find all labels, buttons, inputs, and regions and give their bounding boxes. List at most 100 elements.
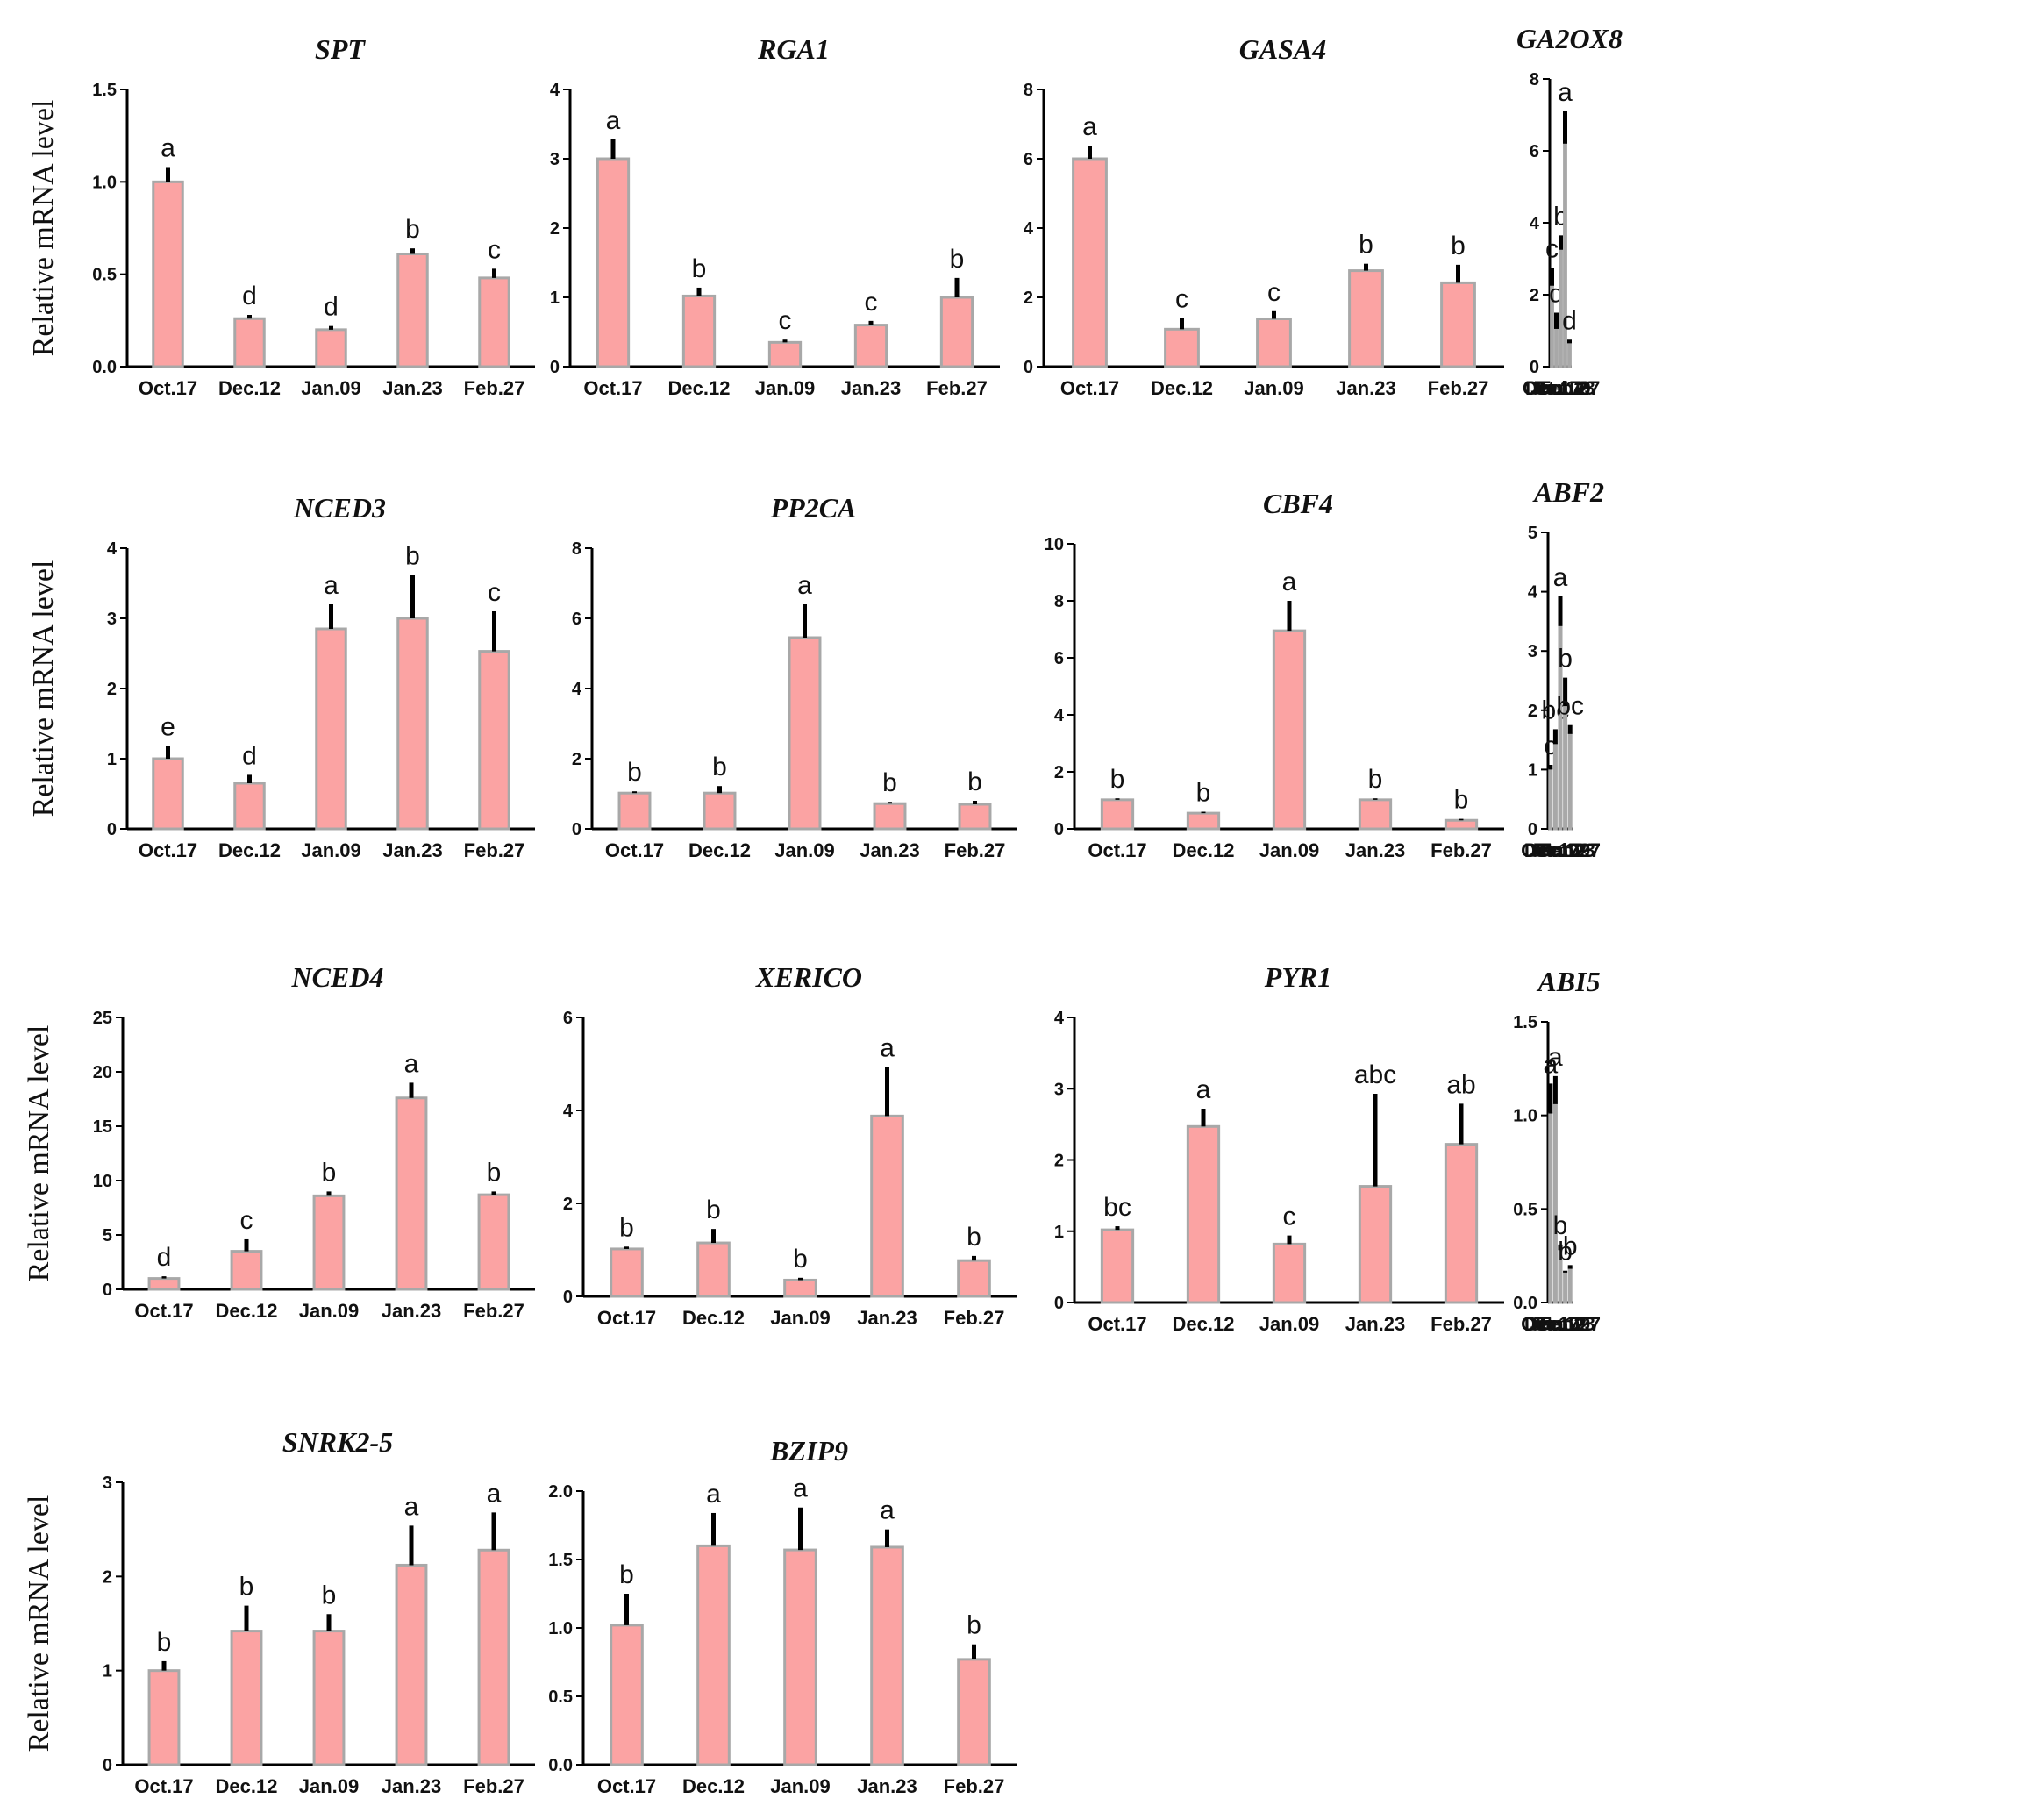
y-tick-label: 1: [1054, 1223, 1064, 1242]
bar-jan-09: [315, 328, 347, 368]
y-tick-label: 1.5: [548, 1551, 573, 1570]
x-tick-label: Jan.23: [1535, 1313, 1595, 1335]
y-tick-label: 4: [550, 81, 560, 100]
y-tick-label: 2.0: [548, 1482, 573, 1502]
bar-feb-27: [1567, 341, 1572, 368]
significance-label: b: [882, 768, 897, 797]
y-tick-label: 8: [572, 539, 581, 559]
bar-dec-12: [681, 294, 717, 368]
x-tick-label: Jan.23: [857, 1307, 917, 1329]
y-tick-label: 8: [1054, 592, 1064, 611]
y-tick-label: 0: [572, 820, 581, 839]
x-tick-label: Jan.09: [755, 377, 816, 399]
x-tick-label: Jan.23: [1345, 1313, 1406, 1335]
y-tick-label: 1: [107, 750, 117, 769]
y-tick-label: 5: [103, 1226, 112, 1245]
x-tick-label: Jan.09: [1259, 1313, 1320, 1335]
y-tick-label: 1: [1528, 760, 1537, 780]
significance-label: c: [488, 578, 501, 607]
y-tick-label: 3: [1528, 642, 1537, 661]
x-tick-label: Oct.17: [1523, 377, 1581, 399]
x-tick-label: Dec.12: [1525, 377, 1587, 399]
bar-feb-27: [1567, 732, 1573, 831]
significance-label: a: [1543, 1050, 1558, 1079]
chart-panel-nced3: NCED3 Relative mRNA level 0 1 2 3 4 e Oct.17 d Dec…: [27, 492, 535, 861]
y-tick-label: 6: [1054, 649, 1064, 668]
x-tick-label: Jan.09: [301, 377, 361, 399]
x-tick-label: Jan.23: [1535, 377, 1595, 399]
x-tick-label: Feb.27: [463, 1300, 524, 1322]
chart-title: NCED4: [291, 961, 384, 993]
bar-dec-12: [1186, 811, 1221, 831]
chart-title: XERICO: [755, 961, 862, 993]
significance-label: b: [322, 1158, 337, 1187]
x-tick-label: Oct.17: [1521, 1313, 1580, 1335]
y-tick-label: 1.0: [92, 173, 117, 192]
bar-oct-17: [152, 180, 184, 368]
y-axis-label: Relative mRNA level: [27, 560, 60, 817]
x-tick-label: Jan.23: [1336, 377, 1396, 399]
y-tick-label: 4: [1530, 214, 1540, 233]
y-tick-label: 0: [107, 820, 117, 839]
significance-label: d: [242, 282, 257, 310]
chart-panel-xerico: XERICO 0 2 4 6 b Oct.17 b Dec.12 b Jan.09 a Jan.23 b F…: [563, 961, 1017, 1329]
y-tick-label: 2: [563, 1195, 573, 1214]
significance-label: b: [1454, 786, 1469, 815]
x-tick-label: Jan.09: [1530, 377, 1591, 399]
bar-oct-17: [1100, 798, 1135, 831]
x-tick-label: Feb.27: [464, 377, 525, 399]
x-tick-label: Oct.17: [139, 839, 197, 861]
x-tick-label: Jan.09: [1244, 377, 1304, 399]
x-tick-label: Dec.12: [1151, 377, 1213, 399]
bar-jan-23: [396, 252, 429, 368]
x-tick-label: Oct.17: [134, 1775, 193, 1797]
y-tick-label: 2: [572, 750, 581, 769]
significance-label: c: [1545, 234, 1559, 263]
bar-oct-17: [610, 1624, 644, 1766]
significance-label: b: [1558, 645, 1573, 674]
chart-title: SNRK2-5: [282, 1426, 393, 1458]
x-tick-label: Feb.27: [464, 839, 525, 861]
chart-panel-nced4: NCED4 Relative mRNA level 0 5 10 15 20 25 d Oct.1…: [23, 961, 535, 1322]
significance-label: b: [1558, 1238, 1573, 1267]
x-tick-label: Dec.12: [668, 377, 731, 399]
chart-panel-rga1: RGA1 0 1 2 3 4 a Oct.17 b Dec.12 c Jan.09 c Jan.23 b Fe…: [550, 33, 1000, 399]
x-tick-label: Oct.17: [139, 377, 197, 399]
bar-feb-27: [1444, 1143, 1479, 1304]
y-tick-label: 8: [1024, 81, 1033, 100]
significance-label: d: [242, 741, 257, 770]
x-tick-label: Feb.27: [944, 1307, 1005, 1329]
bar-dec-12: [230, 1630, 263, 1766]
x-tick-label: Jan.23: [382, 377, 443, 399]
significance-label: e: [161, 713, 175, 742]
significance-label: b: [1110, 765, 1125, 794]
x-tick-label: Jan.09: [299, 1300, 360, 1322]
x-tick-label: Oct.17: [134, 1300, 193, 1322]
x-tick-label: Dec.12: [1173, 839, 1235, 861]
bar-jan-23: [870, 1545, 904, 1766]
y-tick-label: 0: [563, 1288, 573, 1307]
x-tick-label: Feb.27: [945, 839, 1006, 861]
x-tick-label: Jan.23: [841, 377, 902, 399]
y-axis-label: Relative mRNA level: [23, 1025, 55, 1282]
y-tick-label: 2: [1054, 1152, 1064, 1171]
bar-jan-09: [1272, 1242, 1307, 1304]
significance-label: ab: [1446, 1070, 1475, 1099]
bar-jan-23: [395, 1563, 428, 1766]
y-tick-label: 8: [1530, 70, 1539, 89]
y-tick-label: 25: [93, 1009, 112, 1028]
chart-title: GA2OX8: [1516, 23, 1623, 54]
significance-label: a: [404, 1492, 419, 1521]
x-tick-label: Feb.27: [1539, 839, 1601, 861]
significance-label: b: [487, 1158, 502, 1187]
y-tick-label: 5: [1528, 524, 1537, 543]
x-tick-label: Jan.23: [1345, 839, 1406, 861]
y-tick-label: 4: [1054, 1009, 1065, 1028]
significance-label: b: [706, 1195, 721, 1224]
chart-title: ABF2: [1532, 476, 1604, 508]
chart-title: NCED3: [293, 492, 386, 524]
bar-jan-09: [767, 340, 803, 368]
significance-label: b: [950, 245, 965, 274]
y-tick-label: 1: [550, 289, 560, 308]
bar-jan-09: [783, 1548, 817, 1766]
